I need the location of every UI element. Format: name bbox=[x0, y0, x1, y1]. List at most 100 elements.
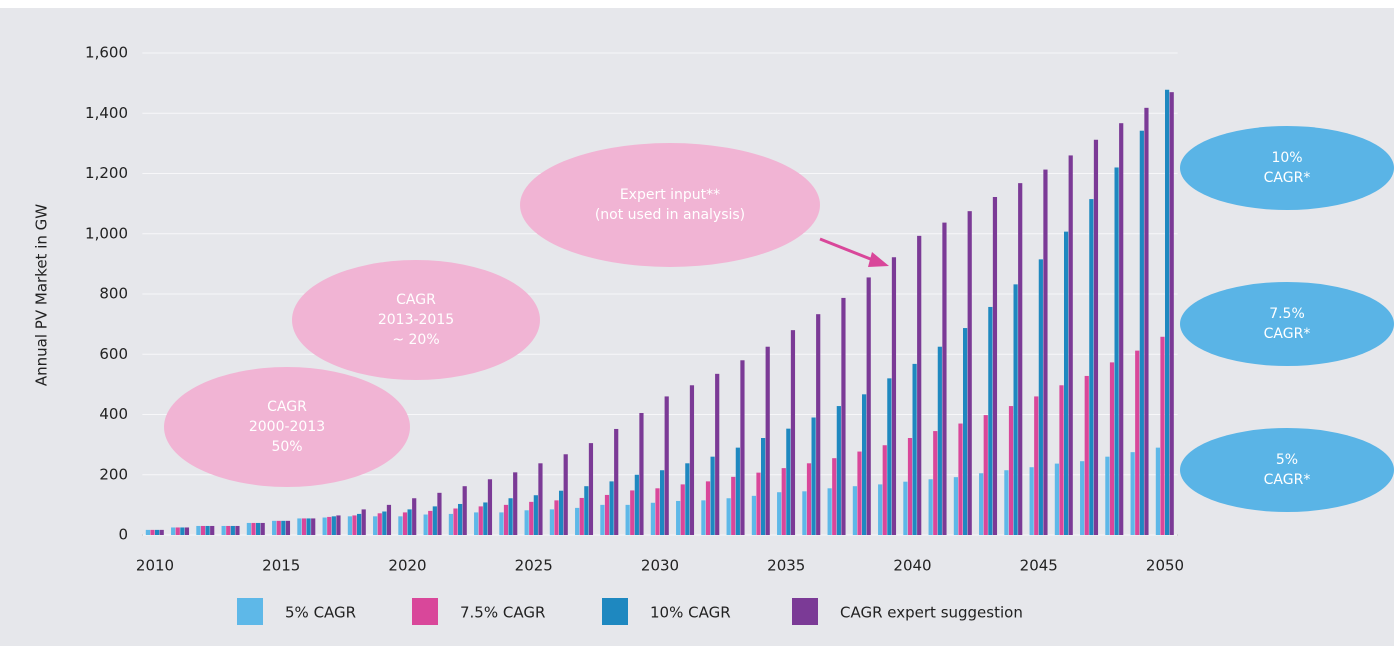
annotation-text: CAGR bbox=[267, 399, 307, 415]
legend-swatch bbox=[237, 598, 263, 625]
bar bbox=[751, 495, 756, 535]
y-tick-label: 600 bbox=[99, 345, 128, 363]
bar bbox=[428, 510, 433, 535]
annotation-text: CAGR* bbox=[1264, 170, 1311, 186]
bar bbox=[301, 518, 307, 535]
bar bbox=[928, 479, 933, 535]
bar bbox=[251, 522, 256, 535]
bar bbox=[1080, 461, 1085, 535]
bar bbox=[272, 520, 277, 535]
bar bbox=[235, 525, 240, 535]
bar bbox=[462, 486, 467, 535]
bar bbox=[726, 498, 731, 535]
bar bbox=[802, 491, 807, 535]
bar bbox=[402, 512, 408, 535]
bar bbox=[524, 510, 529, 535]
bar bbox=[676, 500, 681, 535]
bar bbox=[559, 490, 564, 535]
bar bbox=[1038, 259, 1043, 535]
annotation-text: 50% bbox=[271, 439, 302, 455]
bar bbox=[827, 488, 832, 535]
annotation-text: 7.5% bbox=[1269, 306, 1305, 322]
bar bbox=[478, 506, 483, 535]
bar bbox=[226, 525, 231, 535]
annotation-bubble bbox=[292, 260, 540, 380]
bar bbox=[786, 428, 791, 535]
bar bbox=[735, 447, 740, 535]
bar bbox=[1130, 452, 1135, 535]
annotation-text: Expert input** bbox=[620, 187, 720, 203]
bar bbox=[841, 297, 846, 535]
bar bbox=[407, 509, 412, 535]
bar bbox=[988, 306, 993, 535]
y-tick-label: 200 bbox=[99, 465, 128, 483]
x-tick-label: 2030 bbox=[641, 557, 679, 575]
bar bbox=[221, 525, 226, 535]
bar bbox=[453, 508, 458, 535]
x-tick-label: 2010 bbox=[136, 557, 174, 575]
bar bbox=[432, 506, 437, 535]
bar bbox=[777, 492, 782, 535]
bar bbox=[458, 503, 463, 535]
bar bbox=[306, 518, 311, 535]
bar bbox=[357, 513, 362, 535]
bar bbox=[634, 474, 639, 535]
bar bbox=[529, 501, 534, 535]
annotation-text: CAGR* bbox=[1264, 326, 1311, 342]
bar bbox=[180, 527, 185, 535]
y-axis-label: Annual PV Market in GW bbox=[33, 204, 51, 386]
bar bbox=[937, 346, 942, 535]
bar bbox=[1139, 130, 1144, 535]
bar bbox=[554, 500, 559, 535]
bar bbox=[715, 373, 720, 535]
bar bbox=[563, 454, 568, 535]
annotation-text: 2013-2015 bbox=[378, 312, 454, 328]
bar bbox=[907, 437, 913, 535]
y-tick-label: 1,600 bbox=[85, 44, 128, 62]
bar bbox=[276, 520, 281, 535]
bar bbox=[963, 328, 968, 535]
annotation-bubble bbox=[1180, 428, 1394, 512]
x-tick-label: 2035 bbox=[767, 557, 805, 575]
bar bbox=[781, 468, 786, 535]
y-tick-label: 800 bbox=[99, 285, 128, 303]
bar bbox=[205, 525, 210, 535]
bar bbox=[361, 509, 366, 535]
x-tick-label: 2045 bbox=[1020, 557, 1058, 575]
bar bbox=[701, 500, 706, 535]
bar bbox=[549, 509, 554, 535]
bar bbox=[538, 463, 543, 535]
bar bbox=[256, 522, 261, 535]
bar bbox=[866, 277, 871, 535]
bar bbox=[503, 504, 509, 535]
annotation-text: 10% bbox=[1271, 150, 1302, 166]
bar bbox=[1004, 470, 1009, 535]
bar bbox=[1155, 447, 1160, 535]
bar bbox=[992, 196, 998, 535]
bar bbox=[336, 515, 341, 535]
x-tick-label: 2025 bbox=[515, 557, 553, 575]
bar bbox=[437, 492, 442, 535]
bar bbox=[630, 490, 635, 535]
bar bbox=[903, 481, 908, 535]
bar bbox=[1008, 406, 1014, 535]
bar bbox=[1084, 375, 1089, 535]
bar bbox=[731, 476, 736, 535]
bar bbox=[917, 235, 922, 535]
annotation-text: ~ 20% bbox=[392, 332, 439, 348]
bar bbox=[1064, 231, 1069, 536]
bar bbox=[508, 498, 513, 535]
bar bbox=[882, 445, 887, 535]
bar bbox=[933, 431, 938, 535]
bar bbox=[1135, 350, 1140, 535]
bar bbox=[483, 502, 488, 535]
bar bbox=[761, 437, 766, 535]
y-tick-label: 400 bbox=[99, 405, 128, 423]
bar bbox=[373, 516, 378, 535]
bar bbox=[790, 330, 796, 535]
bar bbox=[311, 518, 316, 535]
bar bbox=[765, 346, 770, 535]
bar bbox=[1165, 89, 1170, 535]
bar bbox=[1018, 183, 1023, 535]
